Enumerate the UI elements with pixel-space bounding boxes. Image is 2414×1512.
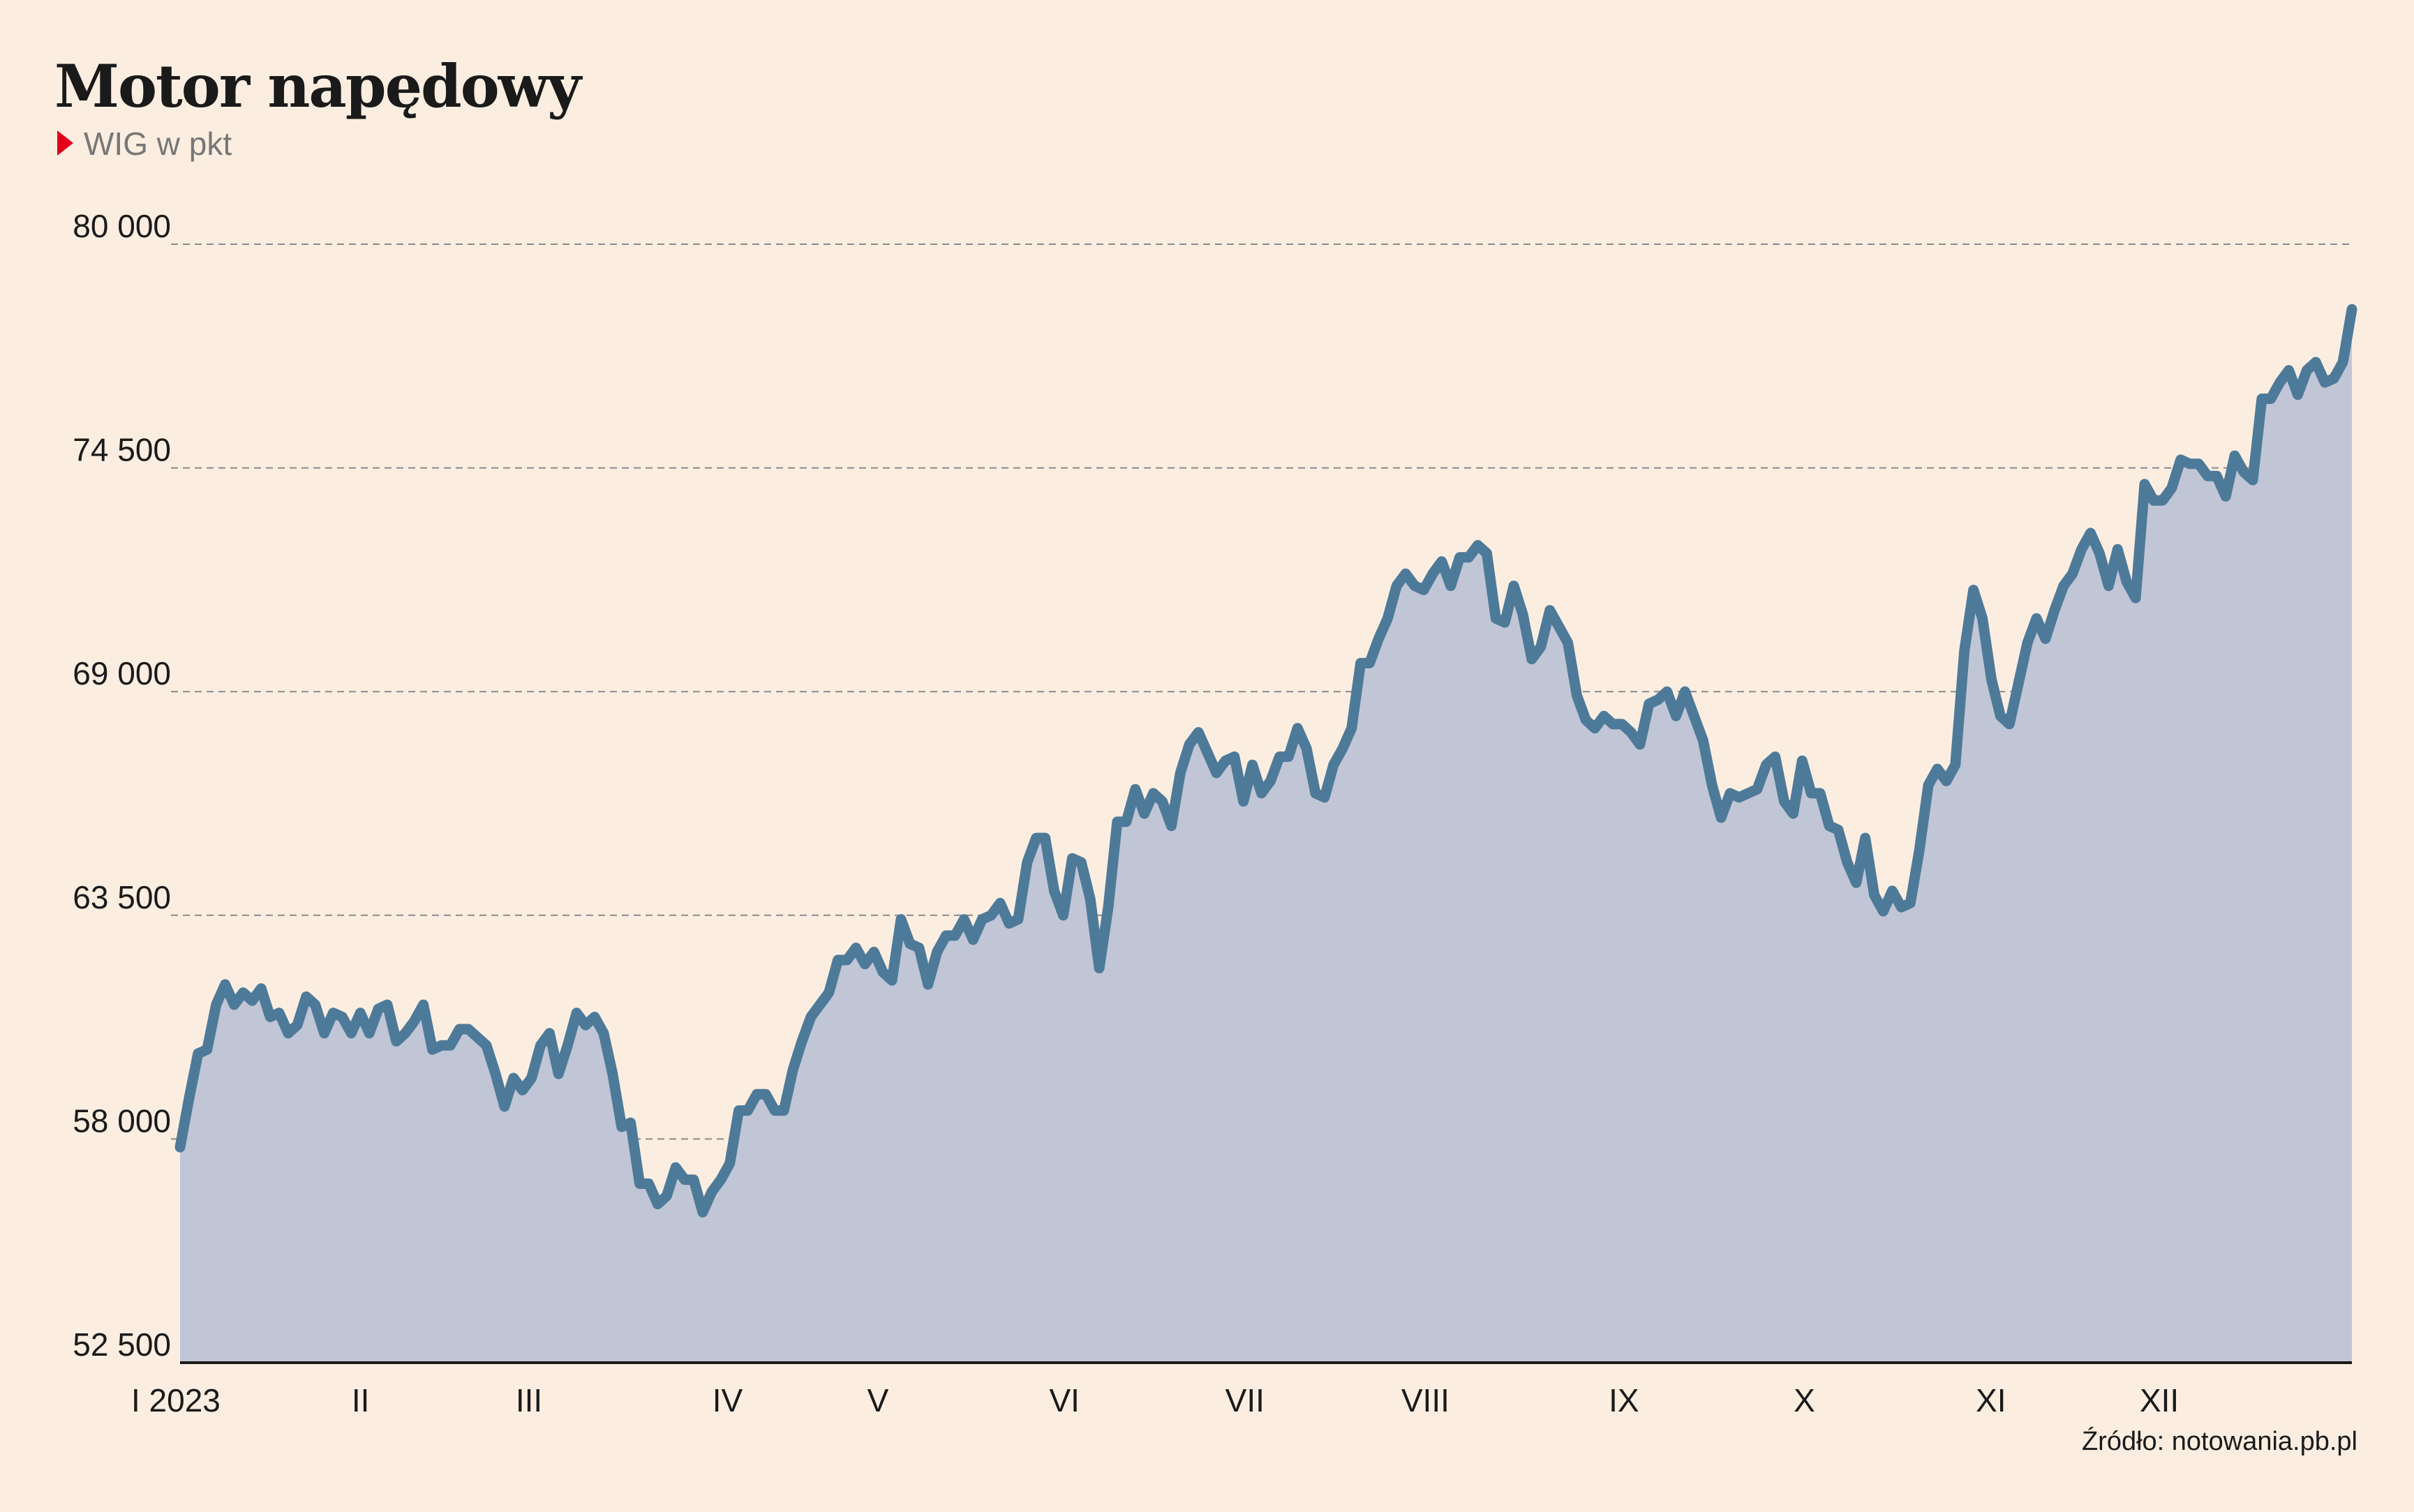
wig-line [174, 304, 2357, 1218]
y-tick-label: 80 000 [73, 208, 171, 244]
x-tick-label: I 2023 [131, 1382, 221, 1419]
x-tick-label: II [352, 1382, 370, 1419]
source-note: Źródło: notowania.pb.pl [2082, 1426, 2357, 1456]
x-tick-label: V [867, 1382, 889, 1419]
subtitle-marker [57, 130, 73, 156]
x-tick-label: VII [1225, 1382, 1265, 1419]
x-tick-label: IX [1609, 1382, 1639, 1419]
x-tick-label: XII [2140, 1382, 2179, 1419]
wig-area [180, 309, 2352, 1363]
y-tick-label: 74 500 [73, 432, 171, 468]
y-tick-label: 58 000 [73, 1102, 171, 1139]
x-tick-label: IV [713, 1382, 743, 1419]
chart-title: Motor napędowy [54, 52, 583, 121]
y-tick-label: 63 500 [73, 879, 171, 915]
x-tick-label: XI [1976, 1382, 2006, 1419]
x-tick-label: III [516, 1382, 542, 1419]
chart-subtitle: WIG w pkt [84, 126, 232, 162]
y-tick-label: 69 000 [73, 655, 171, 691]
x-axis-labels: I 2023 II III IV V VI VII VIII IX X XI XII [131, 1382, 2179, 1419]
x-tick-label: VI [1049, 1382, 1079, 1419]
x-tick-label: VIII [1401, 1382, 1450, 1419]
y-axis-labels: 80 000 74 500 69 000 63 500 58 000 52 500 [73, 208, 171, 1363]
y-tick-label: 52 500 [73, 1326, 171, 1363]
x-tick-label: X [1794, 1382, 1815, 1419]
